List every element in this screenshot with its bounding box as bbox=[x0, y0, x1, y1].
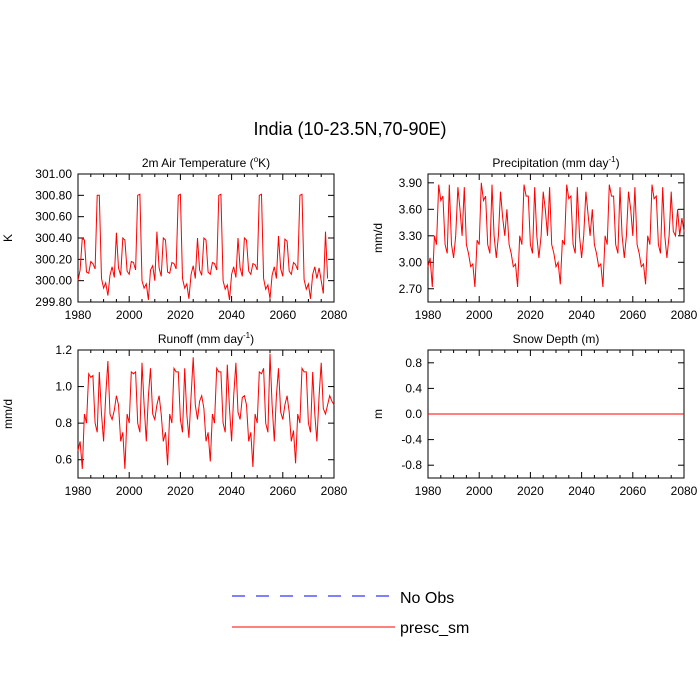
chart-panel-0: 2m Air Temperature (oK) K 1980 2000 2020 2040… bbox=[1, 155, 348, 322]
series-line-presc_sm bbox=[77, 353, 335, 469]
y-tick-label: 299.80 bbox=[35, 295, 72, 309]
y-tick-label: 300.80 bbox=[35, 188, 72, 202]
chart-panel-2: Runoff (mm day-1) mm/d 1980 2000 2020 2040 206… bbox=[1, 331, 348, 498]
y-tick-label: 3.30 bbox=[399, 229, 423, 243]
x-tick-label: 2040 bbox=[218, 308, 245, 322]
chart-panels: 2m Air Temperature (oK) K 1980 2000 2020 2040… bbox=[1, 155, 698, 498]
chart-panel-3: Snow Depth (m) m 1980 2000 2020 2040 2060 2080 -… bbox=[371, 332, 698, 498]
x-tick-label: 2020 bbox=[517, 308, 544, 322]
x-tick-label: 2080 bbox=[671, 308, 698, 322]
legend-label-no-obs: No Obs bbox=[400, 590, 454, 607]
y-tick-label: 300.20 bbox=[35, 252, 72, 266]
y-tick-label: -0.8 bbox=[401, 458, 422, 472]
x-tick-label: 2040 bbox=[218, 484, 245, 498]
y-tick-label: 3.90 bbox=[399, 176, 423, 190]
x-tick-label: 2020 bbox=[517, 484, 544, 498]
x-tick-label: 2020 bbox=[167, 484, 194, 498]
x-tick-label: 2060 bbox=[269, 308, 296, 322]
x-tick-label: 1980 bbox=[65, 484, 92, 498]
x-tick-label: 2080 bbox=[321, 308, 348, 322]
panel-title: Snow Depth (m) bbox=[513, 332, 600, 346]
series-line-presc_sm bbox=[427, 182, 685, 288]
y-axis-label: m bbox=[371, 409, 385, 419]
y-tick-label: 300.60 bbox=[35, 210, 72, 224]
panel-title: Runoff (mm day-1) bbox=[158, 331, 254, 346]
x-tick-label: 2060 bbox=[619, 308, 646, 322]
x-tick-label: 2060 bbox=[619, 484, 646, 498]
y-tick-label: 0.8 bbox=[405, 356, 422, 370]
x-tick-label: 2020 bbox=[167, 308, 194, 322]
y-tick-label: 301.00 bbox=[35, 167, 72, 181]
series-line-presc_sm bbox=[77, 193, 329, 300]
chart-panel-1: Precipitation (mm day-1) mm/d 1980 2000 2020… bbox=[371, 155, 698, 322]
legend-label-presc-sm: presc_sm bbox=[400, 620, 469, 637]
y-tick-label: 300.00 bbox=[35, 274, 72, 288]
y-tick-label: 3.00 bbox=[399, 255, 423, 269]
x-tick-label: 2000 bbox=[466, 308, 493, 322]
y-tick-label: 0.4 bbox=[405, 381, 422, 395]
figure-title: India (10-23.5N,70-90E) bbox=[253, 119, 447, 139]
y-tick-label: 0.0 bbox=[405, 407, 422, 421]
y-tick-label: 3.60 bbox=[399, 202, 423, 216]
panel-title: 2m Air Temperature (oK) bbox=[142, 155, 270, 170]
x-tick-label: 1980 bbox=[415, 308, 442, 322]
x-tick-label: 2080 bbox=[321, 484, 348, 498]
legend: No Obs presc_sm bbox=[232, 590, 469, 637]
x-tick-label: 2000 bbox=[116, 484, 143, 498]
y-tick-label: 300.40 bbox=[35, 231, 72, 245]
x-tick-label: 2000 bbox=[116, 308, 143, 322]
y-tick-label: 1.0 bbox=[55, 380, 72, 394]
y-tick-label: 1.2 bbox=[55, 343, 72, 357]
y-tick-label: 0.8 bbox=[55, 416, 72, 430]
x-tick-label: 2040 bbox=[568, 484, 595, 498]
x-tick-label: 2000 bbox=[466, 484, 493, 498]
y-tick-label: -0.4 bbox=[401, 433, 422, 447]
x-tick-label: 2040 bbox=[568, 308, 595, 322]
x-tick-label: 2060 bbox=[269, 484, 296, 498]
y-tick-label: 2.70 bbox=[399, 282, 423, 296]
y-axis-label: mm/d bbox=[1, 399, 15, 429]
panel-title: Precipitation (mm day-1) bbox=[492, 155, 619, 170]
x-tick-label: 1980 bbox=[65, 308, 92, 322]
y-axis-label: mm/d bbox=[371, 223, 385, 253]
x-tick-label: 2080 bbox=[671, 484, 698, 498]
x-tick-label: 1980 bbox=[415, 484, 442, 498]
y-tick-label: 0.6 bbox=[55, 453, 72, 467]
y-axis-label: K bbox=[1, 234, 15, 242]
